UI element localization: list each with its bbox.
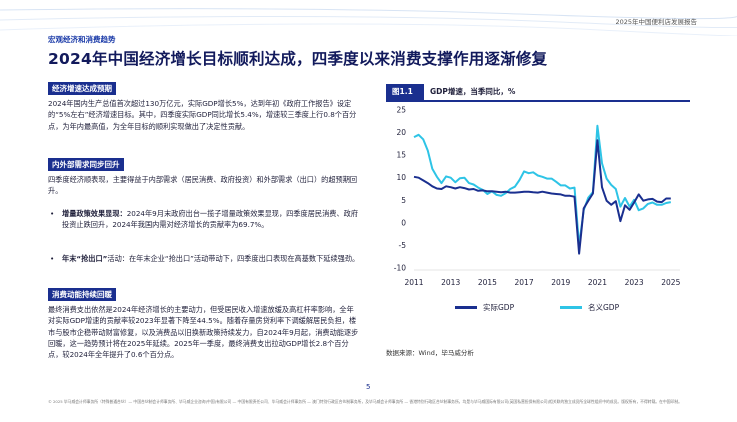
paragraph-consumption: 最终消费支出依然是2024年经济增长的主要动力，但受居民收入增速放缓及高杠杆率影… [48,305,359,360]
bullet-text: 活动：在年末企业“抢出口”活动带动下，四季度出口表现在高基数下延续强劲。 [107,254,360,263]
report-name: 2025年中国便利店发展报告 [615,18,697,26]
bullet-dot-icon: • [50,209,55,218]
section-label: 宏观经济和消费趋势 [48,35,116,44]
bullet-text: 2024年9月末政府出台一揽子增量政策效果显现，四季度居民消费、政府投资止跌回升… [62,209,359,230]
page-number: 5 [366,383,371,391]
x-tick-label: 2015 [478,278,497,287]
bullet-export: • 年末“抢出口”活动：在年末企业“抢出口”活动带动下，四季度出口表现在高基数下… [48,253,360,264]
header-decoration [0,8,737,36]
x-tick-label: 2019 [551,278,570,287]
legend-item-nominal-gdp: 名义GDP [560,302,619,313]
bullet-bold: 年末“抢出口” [62,254,108,263]
bullet-dot-icon: • [50,254,55,263]
y-tick-label: 15 [396,151,406,160]
figure-title: GDP增速，当季同比，% [430,87,516,96]
series-line-real-gdp [413,139,671,255]
y-tick-label: -5 [399,241,407,250]
heading-consumption: 消费动能持续回暖 [48,288,116,301]
series-line-nominal-gdp [413,124,671,247]
heading-growth: 经济增速达成预期 [48,82,116,95]
legend-item-real-gdp: 实际GDP [455,302,514,313]
heading-demand: 内外部需求同步回升 [48,158,124,171]
footer-note: © 2025 毕马威会计师事务所（特殊普通合伙）— 中国合伙制会计师事务所、毕马… [48,399,682,404]
figure-divider [386,100,690,102]
paragraph-growth: 2024年国内生产总值首次超过130万亿元，实际GDP增长5%，达到年初《政府工… [48,99,357,131]
legend-label: 实际GDP [483,303,515,312]
x-tick-label: 2023 [625,278,644,287]
paragraph-demand: 四季度经济顺表现，主要得益于内部需求（居民消费、政府投资）和外部需求（出口）的超… [48,175,358,196]
legend-swatch [455,306,477,309]
y-tick-label: 25 [396,106,406,115]
bullet-policy: • 增量政策效果显现：2024年9月末政府出台一揽子增量政策效果显现，四季度居民… [48,208,360,231]
x-tick-label: 2021 [588,278,607,287]
legend-swatch [560,306,582,309]
x-tick-label: 2025 [661,278,680,287]
figure-tag: 图1.1 [386,84,424,100]
y-tick-label: 5 [401,196,406,205]
x-tick-label: 2017 [515,278,534,287]
x-tick-label: 2013 [441,278,460,287]
legend-label: 名义GDP [588,303,620,312]
figure-source: 数据来源：Wind，毕马威分析 [386,349,474,357]
y-tick-label: -10 [394,264,406,273]
x-tick-label: 2011 [404,278,423,287]
y-tick-label: 0 [401,218,406,227]
y-tick-label: 20 [396,128,406,137]
page-title: 2024年中国经济增长目标顺利达成，四季度以来消费支撑作用逐渐修复 [48,50,548,68]
bullet-bold: 增量政策效果显现： [62,209,127,218]
y-tick-label: 10 [396,173,406,182]
